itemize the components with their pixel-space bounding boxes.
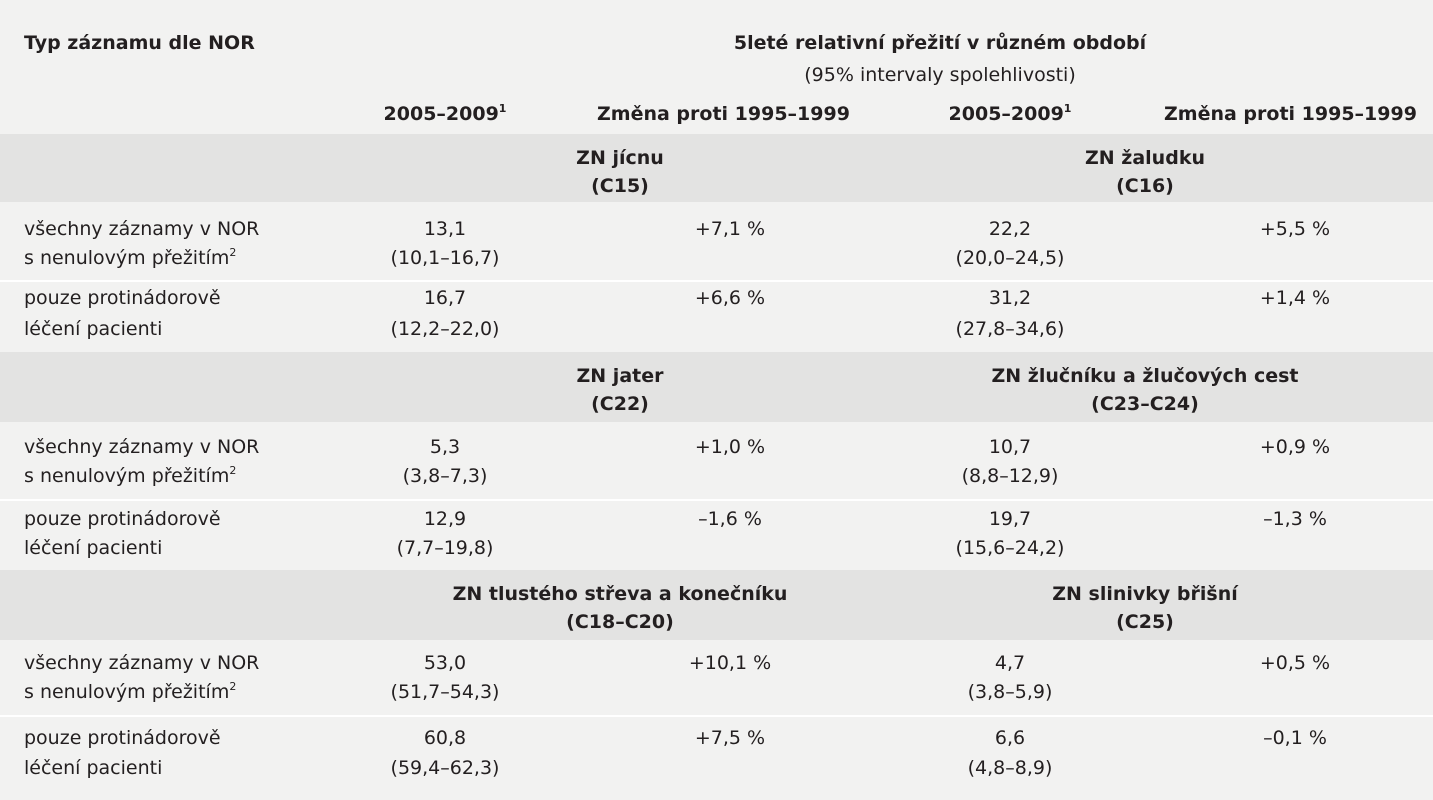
ci-right-all: (8,8–12,9) — [961, 465, 1059, 487]
section-band — [0, 352, 1433, 422]
section-right-code: (C16) — [1116, 175, 1174, 197]
value-right-all: 4,7 — [994, 652, 1026, 674]
section-right-code: (C23–C24) — [1091, 393, 1199, 415]
change-left-treated: +6,6 % — [694, 287, 766, 309]
change-left-all: +1,0 % — [694, 436, 766, 458]
section-right-name: ZN slinivky břišní — [1052, 583, 1238, 605]
value-left-all: 13,1 — [423, 218, 467, 240]
section-right-name: ZN žaludku — [1085, 147, 1205, 169]
value-left-treated: 12,9 — [423, 508, 467, 530]
value-left-all: 5,3 — [429, 436, 461, 458]
section-band — [0, 134, 1433, 202]
ci-right-treated: (27,8–34,6) — [955, 318, 1065, 340]
change-left-treated: +7,5 % — [694, 727, 766, 749]
ci-left-treated: (7,7–19,8) — [396, 537, 494, 559]
change-right-treated: +1,4 % — [1259, 287, 1331, 309]
change-left-treated: –1,6 % — [698, 508, 762, 530]
ci-right-treated: (4,8–8,9) — [967, 757, 1053, 779]
column-label-change-right: Změna proti 1995–1999 — [1164, 103, 1417, 125]
section-band — [0, 570, 1433, 640]
row-label-treated-line2: léčení pacienti — [24, 537, 163, 559]
section-left-code: (C18–C20) — [566, 611, 674, 633]
change-right-all: +0,9 % — [1259, 436, 1331, 458]
ci-left-all: (51,7–54,3) — [390, 681, 500, 703]
value-right-treated: 6,6 — [994, 727, 1026, 749]
ci-left-all: (3,8–7,3) — [402, 465, 488, 487]
column-label-change-left: Změna proti 1995–1999 — [597, 103, 850, 125]
table-title: 5leté relativní přežití v různém období — [733, 32, 1147, 54]
row-label-treated-line2: léčení pacienti — [24, 318, 163, 340]
ci-right-all: (3,8–5,9) — [967, 681, 1053, 703]
section-left-name: ZN jater — [576, 365, 664, 387]
row-label-treated: pouze protinádorově — [24, 727, 221, 749]
row-label-treated: pouze protinádorově — [24, 287, 221, 309]
ci-left-all: (10,1–16,7) — [390, 247, 500, 269]
column-label-period-right: 2005–20091 — [948, 102, 1072, 125]
column-label-period-left: 2005–20091 — [383, 102, 507, 125]
change-right-treated: –0,1 % — [1263, 727, 1327, 749]
value-left-treated: 60,8 — [423, 727, 467, 749]
row-label-all-line2: s nenulovým přežitím2 — [24, 464, 237, 487]
section-left-code: (C15) — [591, 175, 649, 197]
row-divider — [0, 499, 1433, 501]
section-left-code: (C22) — [591, 393, 649, 415]
section-right-name: ZN žlučníku a žlučových cest — [991, 365, 1299, 387]
row-label-all: všechny záznamy v NOR — [24, 218, 260, 240]
value-right-treated: 19,7 — [988, 508, 1032, 530]
value-right-all: 10,7 — [988, 436, 1032, 458]
ci-right-treated: (15,6–24,2) — [955, 537, 1065, 559]
change-left-all: +10,1 % — [688, 652, 772, 674]
change-right-all: +0,5 % — [1259, 652, 1331, 674]
section-left-name: ZN tlustého střeva a konečníku — [452, 583, 788, 605]
row-label-treated-line2: léčení pacienti — [24, 757, 163, 779]
row-label-all-line2: s nenulovým přežitím2 — [24, 680, 237, 703]
ci-right-all: (20,0–24,5) — [955, 247, 1065, 269]
row-label-all-line2: s nenulovým přežitím2 — [24, 246, 237, 269]
row-divider — [0, 715, 1433, 717]
value-right-treated: 31,2 — [988, 287, 1032, 309]
section-left-name: ZN jícnu — [576, 147, 664, 169]
row-label-all: všechny záznamy v NOR — [24, 436, 260, 458]
ci-left-treated: (59,4–62,3) — [390, 757, 500, 779]
table-subtitle: (95% intervaly spolehlivosti) — [804, 64, 1076, 86]
row-divider — [0, 280, 1433, 282]
value-left-treated: 16,7 — [423, 287, 467, 309]
section-right-code: (C25) — [1116, 611, 1174, 633]
value-left-all: 53,0 — [423, 652, 467, 674]
change-right-treated: –1,3 % — [1263, 508, 1327, 530]
row-label-treated: pouze protinádorově — [24, 508, 221, 530]
row-label-all: všechny záznamy v NOR — [24, 652, 260, 674]
ci-left-treated: (12,2–22,0) — [390, 318, 500, 340]
value-right-all: 22,2 — [988, 218, 1032, 240]
change-left-all: +7,1 % — [694, 218, 766, 240]
change-right-all: +5,5 % — [1259, 218, 1331, 240]
first-column-header: Typ záznamu dle NOR — [24, 32, 255, 54]
